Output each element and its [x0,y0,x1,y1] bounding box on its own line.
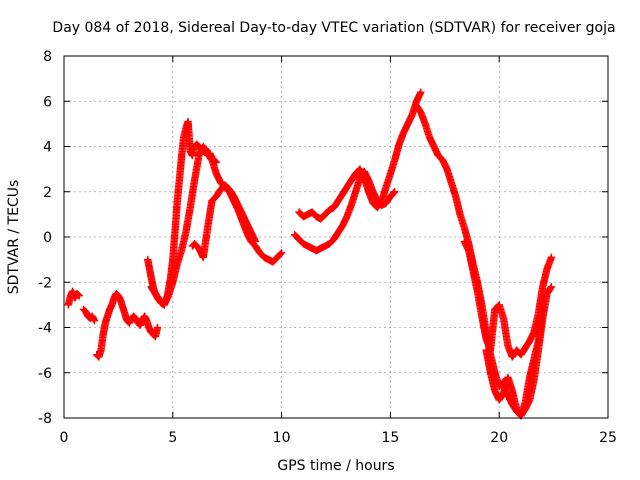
y-tick-label: 0 [43,230,52,246]
series-seg11 [482,305,547,420]
x-tick-label: 10 [273,430,291,446]
x-tick-labels: 0 5 10 15 20 25 [60,430,617,446]
data-point [90,317,99,325]
x-tick-label: 0 [60,430,69,446]
data-point [153,323,162,332]
series-seg2 [79,305,99,325]
y-tick-label: -6 [38,366,52,382]
y-axis-title: SDTVAR / TECUs [6,180,22,295]
y-tick-label: 6 [43,94,52,110]
y-tick-label: 4 [43,140,52,156]
data-point [539,305,547,314]
y-tick-label: -8 [38,411,52,427]
data-point [277,249,286,257]
data-point [276,250,285,258]
x-axis-title: GPS time / hours [277,458,394,474]
series-seg8 [290,167,399,255]
series-seg1 [64,287,83,309]
chart-title: Day 084 of 2018, Sidereal Day-to-day VTE… [52,20,615,36]
data-point [417,88,425,96]
series-seg6 [188,181,260,262]
data-point [74,290,82,299]
y-tick-label: -4 [38,321,52,337]
data-series [64,88,556,420]
x-tick-label: 25 [599,430,617,446]
data-point [547,283,556,291]
data-point [547,253,556,262]
y-tick-label: 8 [43,49,52,65]
data-point [251,237,260,246]
series-seg10 [460,237,556,361]
data-point [391,188,399,196]
x-tick-label: 20 [490,430,508,446]
data-point [389,189,398,197]
x-tick-label: 15 [381,430,399,446]
y-tick-label: -2 [38,275,52,291]
tick-marks [63,55,609,419]
y-tick-label: 2 [43,185,52,201]
series-seg7 [295,88,425,223]
series-seg3 [92,289,162,361]
data-point [546,284,555,292]
y-tick-labels: -8 -6 -4 -2 0 2 4 6 8 [38,49,52,427]
data-point [75,292,83,300]
x-tick-label: 5 [168,430,177,446]
